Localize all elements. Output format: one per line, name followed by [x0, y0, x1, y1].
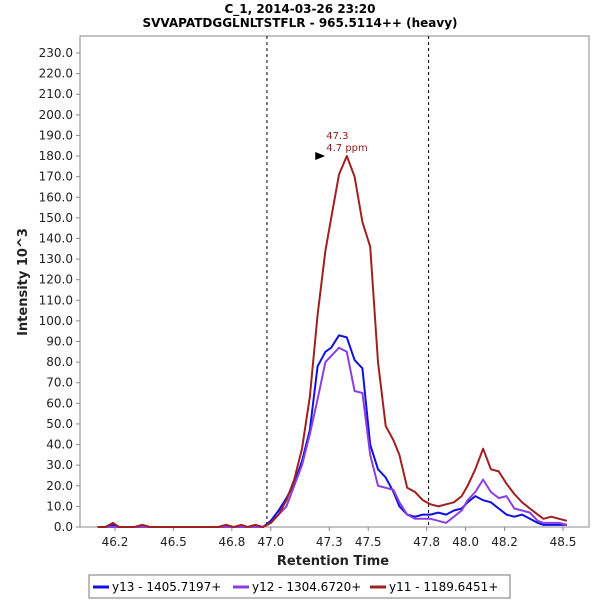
series-line-3: [97, 155, 568, 528]
y-axis-label: Intensity 10^3: [16, 228, 31, 336]
y-tick-label: 180.0: [39, 149, 73, 163]
y-tick-label: 60.0: [46, 396, 73, 410]
plot-area: [79, 35, 590, 528]
y-tick-label: 20.0: [46, 479, 73, 493]
legend-label: y13 - 1405.7197+: [112, 580, 221, 594]
y-tick-label: 200.0: [39, 108, 73, 122]
y-tick-label: 190.0: [39, 128, 73, 142]
y-tick-label: 210.0: [39, 87, 73, 101]
y-tick-label: 80.0: [46, 355, 73, 369]
legend-item: y11 - 1189.6451+: [370, 580, 498, 594]
x-tick-label: 48.5: [550, 535, 577, 549]
x-tick-label: 47.3: [316, 535, 343, 549]
legend-item: y12 - 1304.6720+: [233, 580, 361, 594]
y-tick-label: 120.0: [39, 273, 73, 287]
x-tick-label: 48.0: [452, 535, 479, 549]
x-axis: 46.2 46.5 46.8 47.0 47.3 47.5 47.8 48.0 48.2 48.5: [102, 527, 577, 549]
y-tick-label: 130.0: [39, 252, 73, 266]
chart-subtitle: SVVAPATDGGLNLTSTFLR - 965.5114++ (heavy): [142, 16, 457, 30]
legend: y13 - 1405.7197+ y12 - 1304.6720+ y11 - 11…: [88, 574, 511, 599]
y-tick-label: 90.0: [46, 335, 73, 349]
legend-label: y12 - 1304.6720+: [252, 580, 361, 594]
x-axis-label: Retention Time: [277, 554, 389, 569]
legend-box: [88, 574, 511, 599]
x-tick-label: 46.5: [160, 535, 187, 549]
peak-annotation-rt: 47.3: [326, 131, 348, 142]
peak-annotation: 47.34.7 ppm: [315, 131, 368, 161]
y-tick-label: 150.0: [39, 211, 73, 225]
x-tick-label: 46.2: [102, 535, 129, 549]
y-tick-label: 40.0: [46, 438, 73, 452]
y-tick-label: 50.0: [46, 417, 73, 431]
y-tick-label: 170.0: [39, 170, 73, 184]
y-tick-label: 230.0: [39, 46, 73, 60]
chart-title: C_1, 2014-03-26 23:20: [224, 2, 375, 17]
x-tick-label: 47.0: [257, 535, 284, 549]
series-lines: [97, 155, 568, 528]
y-tick-label: 100.0: [39, 314, 73, 328]
x-tick-label: 47.5: [355, 535, 382, 549]
peak-boundaries: [266, 36, 430, 527]
x-tick-label: 46.8: [219, 535, 246, 549]
y-tick-label: 110.0: [39, 293, 73, 307]
x-tick-label: 47.8: [413, 535, 440, 549]
y-tick-label: 140.0: [39, 231, 73, 245]
y-tick-label: 30.0: [46, 458, 73, 472]
y-tick-label: 70.0: [46, 376, 73, 390]
x-tick-label: 48.2: [491, 535, 518, 549]
legend-label: y11 - 1189.6451+: [389, 580, 498, 594]
y-tick-label: 10.0: [46, 499, 73, 513]
peak-annotation-ppm: 4.7 ppm: [326, 143, 368, 154]
legend-item: y13 - 1405.7197+: [93, 580, 221, 594]
y-tick-label: 0.0: [54, 520, 73, 534]
y-tick-label: 220.0: [39, 67, 73, 81]
y-tick-label: 160.0: [39, 190, 73, 204]
y-axis: 0.0 10.0 20.0 30.0 40.0 50.0 60.0 70.0 80.0 90.0 1…: [39, 46, 80, 534]
peak-marker: [315, 152, 326, 161]
